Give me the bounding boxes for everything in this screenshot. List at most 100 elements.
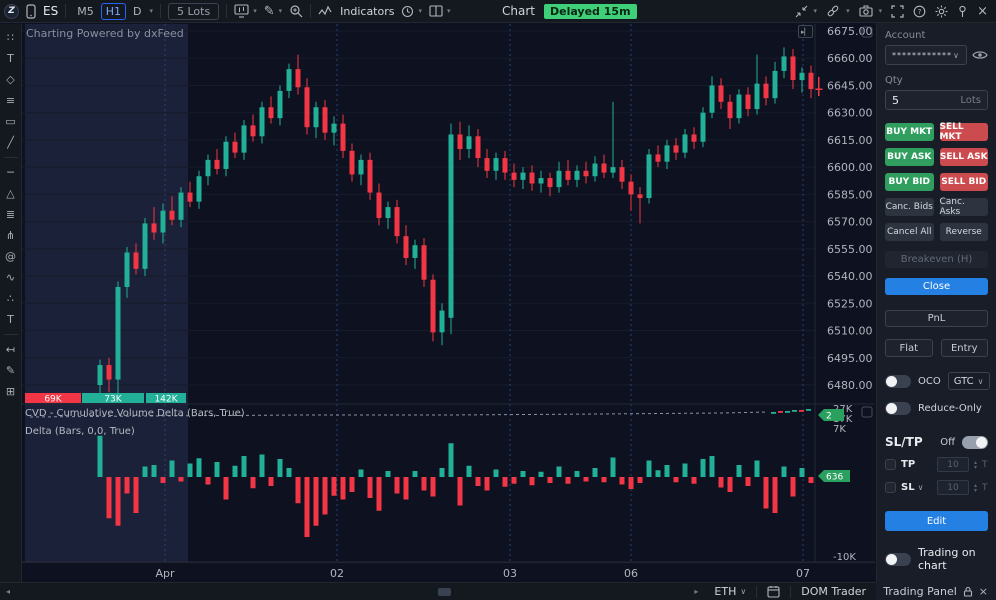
- zoom-in-icon[interactable]: [289, 4, 303, 18]
- tp-input[interactable]: 10: [936, 457, 969, 472]
- svg-text:6555.00: 6555.00: [827, 243, 873, 256]
- link-caret-icon[interactable]: ▾: [846, 7, 850, 15]
- oco-toggle[interactable]: [885, 374, 911, 388]
- sell-ask-button[interactable]: SELL ASK: [939, 148, 988, 166]
- flat-button[interactable]: Flat: [885, 339, 933, 357]
- tab-trading-panel[interactable]: Trading Panel: [883, 584, 957, 598]
- panel-close-icon[interactable]: ×: [978, 584, 988, 598]
- chart-style-caret-icon[interactable]: ▾: [253, 7, 257, 15]
- camera-icon[interactable]: [859, 5, 873, 17]
- chart-canvas[interactable]: 69K 73K 142K CVD - Cumulative Volume Delta …: [22, 24, 875, 562]
- pattern-tool-icon[interactable]: ∴: [7, 292, 14, 305]
- sl-input[interactable]: 10: [936, 480, 969, 495]
- help-icon[interactable]: ?: [913, 5, 926, 18]
- reduce-only-toggle[interactable]: [885, 402, 911, 415]
- entry-button[interactable]: Entry: [940, 339, 988, 357]
- buy-ask-button[interactable]: BUY ASK: [885, 148, 934, 166]
- lock-drawings-tool-icon[interactable]: ✎: [5, 364, 16, 377]
- horizontal-scrollbar[interactable]: [438, 588, 451, 596]
- indicators-button[interactable]: Indicators: [340, 4, 395, 18]
- canc-asks-button[interactable]: Canc. Asks: [939, 197, 988, 217]
- tab-dom-trader[interactable]: DOM Trader: [801, 585, 866, 598]
- trendline-tool-icon[interactable]: ╱: [7, 136, 14, 149]
- chart-style-icon[interactable]: [234, 4, 249, 18]
- app-logo[interactable]: Z: [4, 3, 19, 19]
- sltp-toggle[interactable]: [962, 435, 988, 449]
- object-tree-tool-icon[interactable]: ⊞: [5, 385, 16, 398]
- trading-on-chart-toggle[interactable]: [885, 552, 911, 566]
- session-filter-select[interactable]: ETH ∨: [714, 585, 746, 598]
- cancel-all-button[interactable]: Cancel All: [885, 223, 934, 241]
- scroll-left-icon[interactable]: ◂: [6, 587, 11, 596]
- compress-icon[interactable]: [795, 5, 808, 18]
- scroll-right-icon[interactable]: ▸: [694, 587, 699, 596]
- time-axis[interactable]: Apr 02 03 06 07: [22, 562, 875, 582]
- timeframe-caret-icon[interactable]: ▾: [149, 7, 153, 15]
- canc-bids-button[interactable]: Canc. Bids: [885, 198, 934, 216]
- account-select[interactable]: ************ ∨: [885, 45, 967, 65]
- price-label-tool-icon[interactable]: ◇: [6, 73, 15, 86]
- close-position-button[interactable]: Close: [885, 278, 988, 295]
- fib-extension-tool-icon[interactable]: ↤: [5, 343, 16, 356]
- compress-caret-icon[interactable]: ▾: [813, 7, 818, 15]
- qty-input[interactable]: 5 Lots: [885, 90, 988, 110]
- symbol-label[interactable]: ES: [43, 4, 59, 18]
- buy-mkt-button[interactable]: BUY MKT: [885, 123, 934, 141]
- drag-handle-icon[interactable]: ∷: [7, 31, 14, 44]
- breakeven-button[interactable]: Breakeven (H): [885, 251, 988, 268]
- annotation-tool-icon[interactable]: T: [7, 313, 14, 326]
- layout-caret-icon[interactable]: ▾: [447, 7, 451, 15]
- clock-caret-icon[interactable]: ▾: [418, 7, 422, 15]
- tp-stepper[interactable]: ▴ ▾: [973, 458, 977, 471]
- pencil-icon[interactable]: ✎: [263, 3, 275, 19]
- sell-mkt-button[interactable]: SELL MKT: [939, 122, 988, 142]
- layout-icon[interactable]: [429, 5, 443, 17]
- sell-bid-button[interactable]: SELL BID: [939, 173, 988, 191]
- order-buttons-grid: BUY MKT SELL MKT BUY ASK SELL ASK BUY BID SEL…: [885, 122, 988, 241]
- pane-maximize-icon: [861, 26, 873, 38]
- fullscreen-icon[interactable]: [891, 4, 904, 18]
- go-to-realtime-button[interactable]: ▸▏: [798, 25, 813, 38]
- camera-caret-icon[interactable]: ▾: [878, 7, 883, 15]
- pencil-caret-icon[interactable]: ▾: [278, 7, 283, 15]
- time-tick-02: 02: [330, 567, 344, 580]
- link-icon[interactable]: [826, 4, 840, 18]
- pitchfork-tool-icon[interactable]: ⋔: [5, 229, 16, 242]
- sl-stepper[interactable]: ▴ ▾: [973, 481, 977, 494]
- fib-retracement-tool-icon[interactable]: ≣: [5, 208, 16, 221]
- timeframe-m5[interactable]: M5: [77, 4, 94, 18]
- text-tool-icon[interactable]: T: [7, 52, 14, 65]
- pnl-button[interactable]: PnL: [885, 310, 988, 327]
- pin-icon[interactable]: [957, 5, 968, 18]
- reverse-button[interactable]: Reverse: [939, 223, 988, 241]
- svg-text:636: 636: [826, 473, 843, 483]
- calendar-icon[interactable]: [767, 585, 780, 598]
- lots-badge[interactable]: 5 Lots: [167, 2, 220, 20]
- buy-bid-button[interactable]: BUY BID: [885, 173, 934, 191]
- lock-icon[interactable]: [963, 586, 973, 597]
- eye-icon[interactable]: [972, 49, 988, 61]
- elliott-wave-tool-icon[interactable]: ∿: [5, 271, 16, 284]
- qty-unit: Lots: [960, 94, 981, 106]
- rectangle-tool-icon[interactable]: ▭: [5, 115, 16, 128]
- phone-icon[interactable]: [26, 3, 36, 19]
- horizontal-line-tool-icon[interactable]: ─: [7, 166, 14, 179]
- svg-text:6660.00: 6660.00: [827, 52, 873, 65]
- toolbar-separator: [226, 4, 228, 18]
- close-icon[interactable]: ×: [977, 3, 988, 19]
- sltp-state-label: Off: [940, 436, 955, 448]
- indicators-icon[interactable]: [318, 5, 333, 17]
- tp-checkbox[interactable]: [885, 459, 896, 470]
- gear-icon[interactable]: [935, 5, 948, 18]
- shapes-tool-icon[interactable]: △: [6, 187, 15, 200]
- tif-select[interactable]: GTC ∨: [947, 372, 990, 390]
- clock-icon[interactable]: [401, 5, 414, 18]
- timeframe-d[interactable]: D: [132, 4, 142, 18]
- timeframe-h1[interactable]: H1: [100, 2, 126, 20]
- line-tools-icon[interactable]: ≡: [5, 94, 16, 107]
- edit-button[interactable]: Edit: [885, 511, 988, 531]
- sl-checkbox[interactable]: [885, 482, 896, 493]
- sl-chevron-icon[interactable]: ∨: [917, 483, 924, 492]
- bottom-bar: ◂ ▸ ETH ∨ DOM Trader: [0, 582, 876, 600]
- spiral-tool-icon[interactable]: @: [5, 250, 16, 263]
